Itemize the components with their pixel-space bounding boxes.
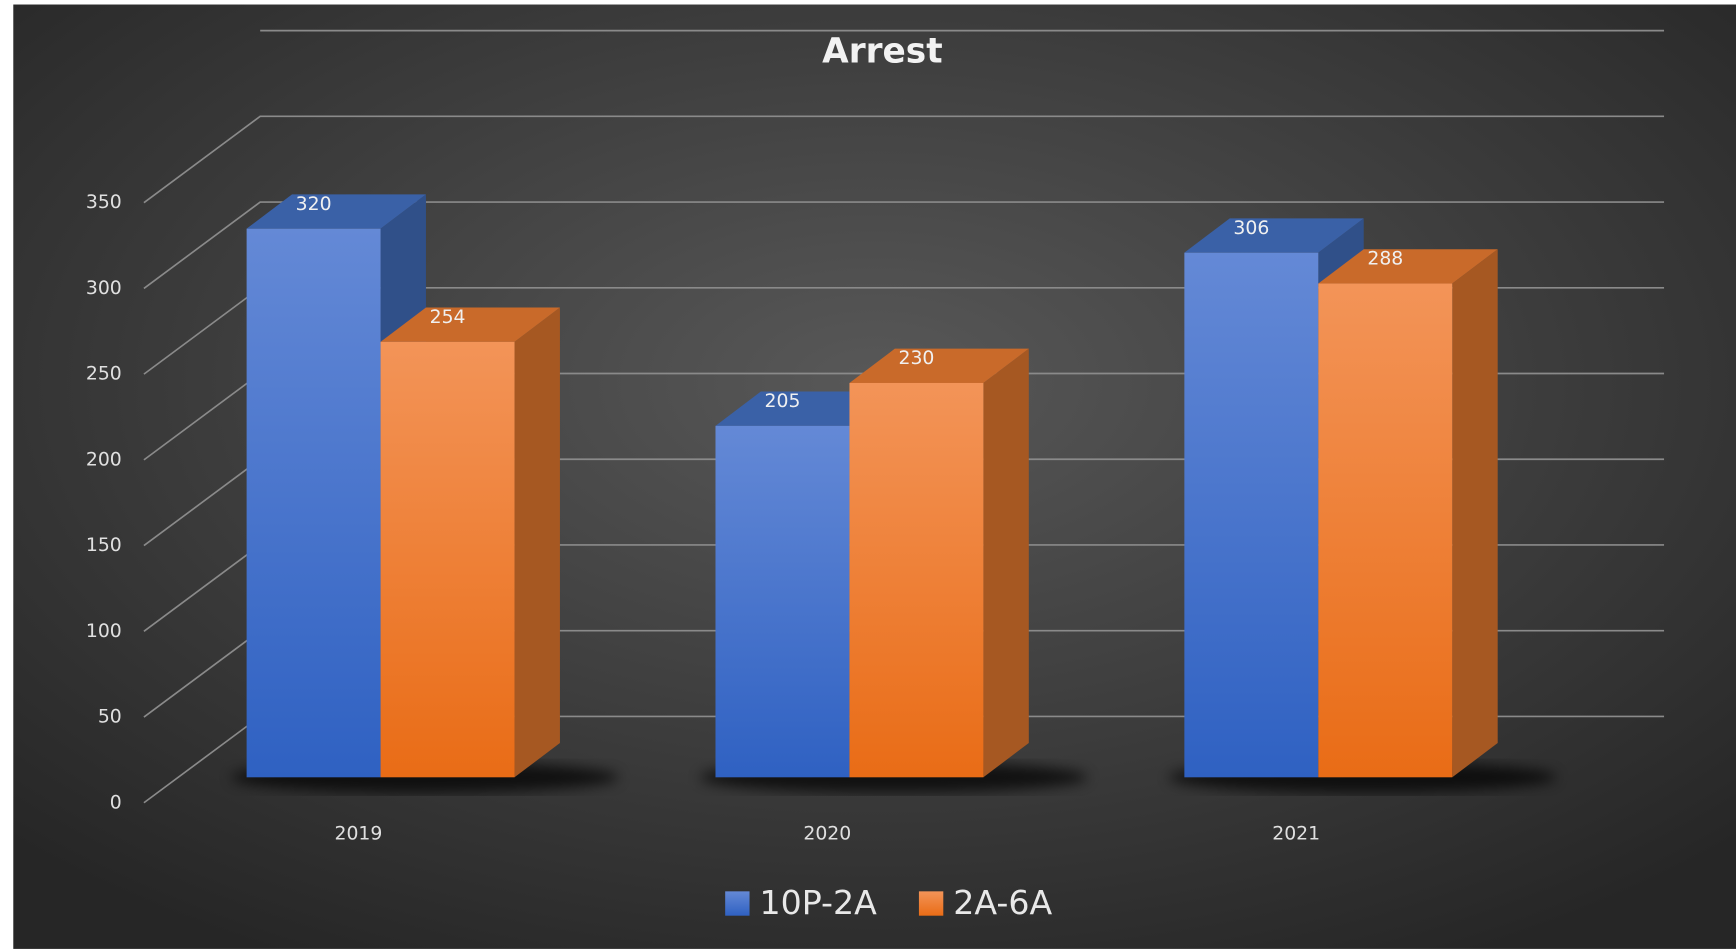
grid-line <box>143 115 1665 204</box>
data-label: 288 <box>1367 249 1403 270</box>
y-tick-label: 50 <box>98 707 122 728</box>
bar-top <box>246 194 426 229</box>
data-label: 306 <box>1233 218 1269 239</box>
legend-label: 2A-6A <box>953 883 1052 922</box>
bar <box>715 425 850 778</box>
bar-top <box>849 348 1029 383</box>
bar <box>1184 252 1319 778</box>
bar-side <box>983 348 1029 778</box>
legend-label: 10P-2A <box>760 883 878 922</box>
bar-side <box>1452 249 1498 778</box>
y-tick-label: 300 <box>86 278 122 299</box>
y-tick-label: 100 <box>86 621 122 642</box>
bar-top <box>1184 218 1364 253</box>
y-tick-label: 250 <box>86 364 122 385</box>
y-tick-label: 350 <box>86 192 122 213</box>
bar-side <box>514 307 560 778</box>
chart-title: Arrest <box>822 32 943 72</box>
data-label: 320 <box>296 194 332 215</box>
bar-top <box>380 307 560 342</box>
data-label: 230 <box>898 348 934 369</box>
x-tick-label: 2020 <box>803 823 851 844</box>
bar <box>1318 283 1453 778</box>
x-tick-label: 2019 <box>334 823 382 844</box>
x-tick-label: 2021 <box>1272 823 1320 844</box>
data-label: 254 <box>430 307 466 328</box>
legend-swatch <box>725 891 750 916</box>
bar <box>849 382 984 778</box>
bar <box>246 228 381 778</box>
data-label: 205 <box>765 391 801 412</box>
y-tick-label: 200 <box>86 449 122 470</box>
bar-top <box>1318 249 1498 284</box>
y-tick-label: 150 <box>86 535 122 556</box>
bar <box>380 341 515 778</box>
legend-swatch <box>918 891 944 916</box>
y-tick-label: 0 <box>110 792 122 813</box>
grid-line <box>143 201 1665 290</box>
